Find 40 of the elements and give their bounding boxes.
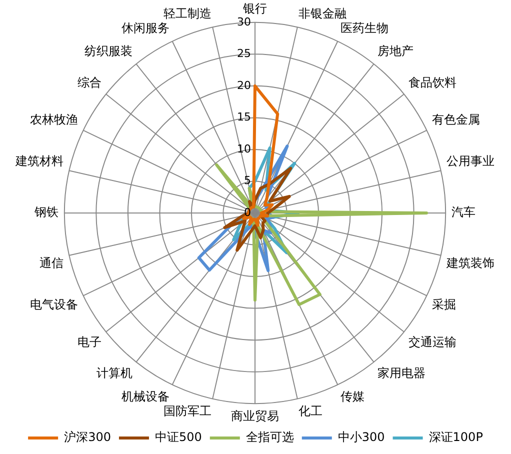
spoke-label: 综合	[77, 75, 102, 90]
spoke-label: 食品饮料	[408, 75, 457, 90]
spoke-label: 房地产	[378, 44, 414, 58]
spoke-label: 汽车	[452, 205, 476, 220]
legend-label: 全指可选	[246, 430, 294, 444]
spoke-label: 休闲服务	[122, 20, 170, 35]
spoke-label: 非银金融	[298, 6, 347, 20]
spoke-label: 机械设备	[122, 389, 170, 404]
spoke-label: 计算机	[96, 366, 132, 380]
legend-label: 中证500	[154, 430, 202, 444]
spoke-label: 公用事业	[446, 154, 495, 168]
spoke-label: 轻工制造	[163, 6, 212, 20]
spoke-label: 传媒	[340, 389, 364, 404]
legend-label: 深证100P	[428, 430, 483, 444]
y-tick-label: 30	[237, 15, 251, 28]
y-tick-label: 15	[237, 110, 251, 124]
y-tick-label: 25	[237, 47, 251, 60]
legend-label: 沪深300	[64, 430, 111, 444]
spoke-label: 商业贸易	[231, 408, 279, 423]
spoke-label: 建筑材料	[14, 154, 64, 168]
spoke-label: 采掘	[432, 298, 456, 312]
spoke-label: 钢铁	[33, 205, 58, 220]
y-tick-label: 0	[244, 206, 251, 219]
spoke-label: 化工	[298, 404, 323, 418]
spoke-label: 农林牧渔	[30, 112, 78, 127]
spoke-label: 国防军工	[163, 404, 212, 418]
spoke-label: 医药生物	[340, 20, 388, 35]
spoke-label: 电子	[77, 334, 102, 349]
spoke-label: 银行	[242, 1, 267, 16]
spoke-label: 纺织服装	[84, 44, 132, 58]
spoke-label: 电气设备	[30, 298, 78, 312]
y-tick-label: 20	[237, 78, 251, 92]
spoke-label: 通信	[39, 256, 64, 270]
y-tick-label: 10	[237, 142, 251, 156]
spoke-label: 有色金属	[432, 112, 480, 127]
spoke-label: 家用电器	[378, 366, 426, 380]
legend-label: 中小300	[338, 430, 385, 444]
spoke-label: 建筑装饰	[446, 256, 495, 270]
spoke-label: 交通运输	[408, 334, 457, 349]
y-tick-label: 5	[244, 174, 251, 188]
